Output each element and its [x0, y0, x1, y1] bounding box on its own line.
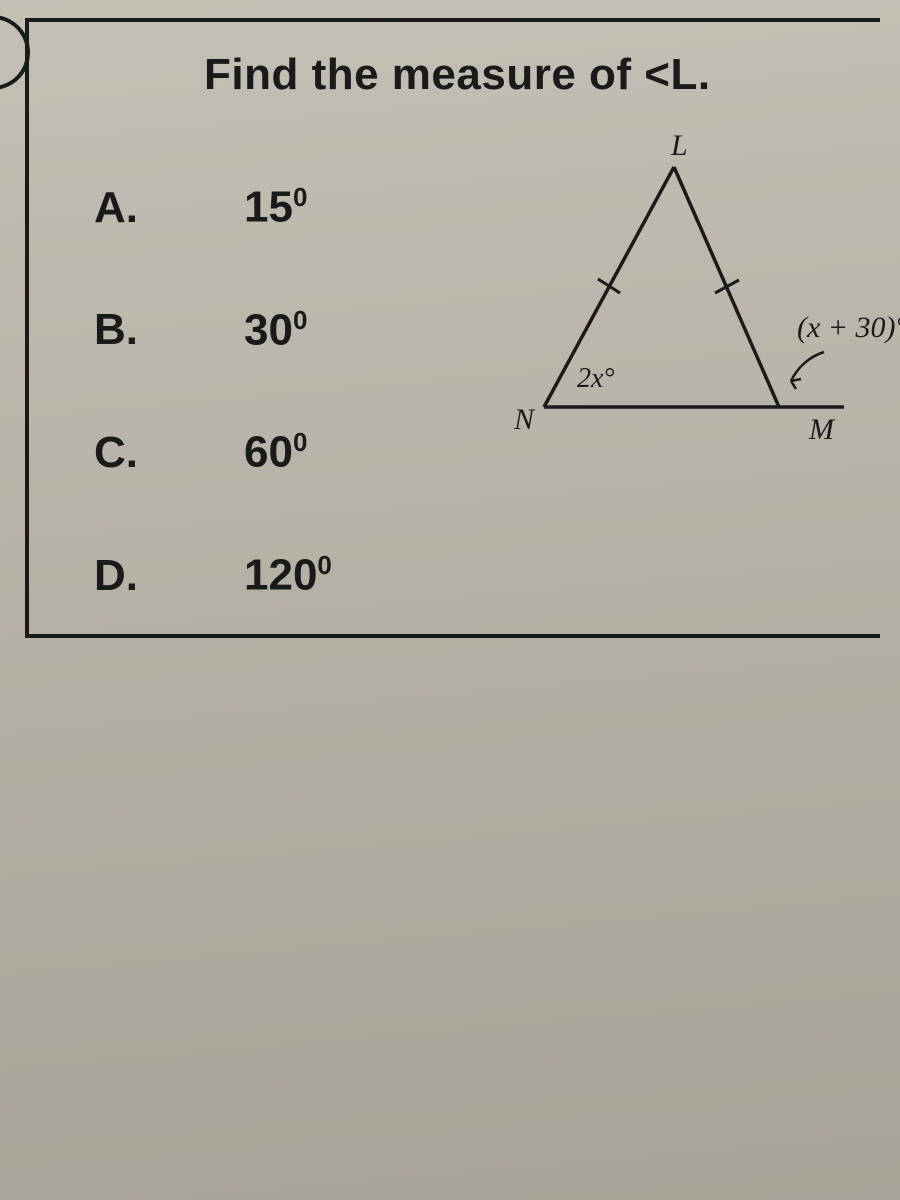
question-title: Find the measure of <L.: [204, 50, 711, 100]
option-degree: 0: [293, 182, 307, 212]
option-degree: 0: [293, 427, 307, 457]
option-number: 120: [244, 551, 317, 600]
answer-options: A. 150 B. 300 C. 600 D. 1200: [94, 182, 332, 673]
option-c: C. 600: [94, 427, 332, 478]
vertex-m-label: M: [808, 413, 836, 446]
option-value: 600: [244, 427, 307, 478]
option-label: A.: [94, 183, 244, 233]
option-value: 1200: [244, 550, 332, 601]
option-number: 60: [244, 428, 293, 477]
option-a: A. 150: [94, 182, 332, 233]
page: Find the measure of <L. A. 150 B. 300 C.…: [0, 0, 900, 1200]
option-label: B.: [94, 305, 244, 355]
option-b: B. 300: [94, 305, 332, 356]
option-number: 30: [244, 305, 293, 354]
triangle-figure: L N M 2x° (x + 30)°: [489, 137, 900, 477]
option-d: D. 1200: [94, 550, 332, 601]
vertex-n-label: N: [513, 403, 536, 436]
angle-n-label: 2x°: [577, 363, 615, 394]
option-value: 300: [244, 305, 307, 356]
option-label: D.: [94, 551, 244, 601]
option-label: C.: [94, 428, 244, 478]
vertex-l-label: L: [670, 129, 688, 162]
option-degree: 0: [317, 550, 331, 580]
option-degree: 0: [293, 305, 307, 335]
angle-exterior-label: (x + 30)°: [797, 311, 900, 344]
exterior-angle-arrowhead: [791, 379, 801, 389]
tick-ln: [598, 279, 620, 293]
option-number: 15: [244, 183, 293, 232]
problem-box: Find the measure of <L. A. 150 B. 300 C.…: [25, 18, 880, 638]
option-value: 150: [244, 182, 307, 233]
exterior-angle-arc: [791, 352, 824, 381]
